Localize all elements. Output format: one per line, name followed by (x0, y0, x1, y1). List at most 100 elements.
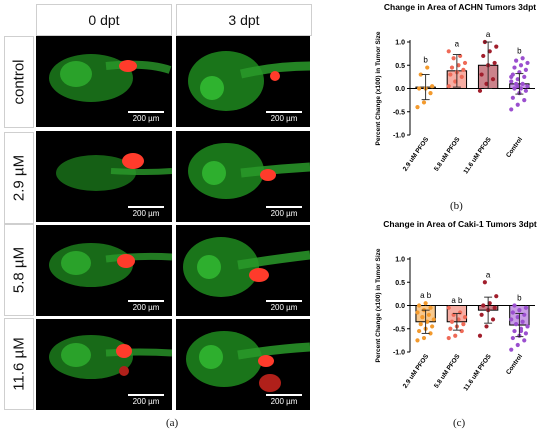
scale-bar: 200 µm (128, 300, 164, 312)
data-point (509, 74, 514, 79)
data-point (515, 84, 520, 89)
data-point (522, 338, 527, 343)
data-point (510, 95, 515, 100)
data-point (522, 98, 527, 103)
data-point (453, 333, 458, 338)
data-point (448, 326, 453, 331)
data-point (461, 67, 466, 72)
y-tick-label: 0.0 (395, 303, 405, 310)
data-point (525, 60, 530, 66)
data-point (430, 84, 435, 89)
data-point (522, 74, 527, 79)
data-point (446, 84, 451, 89)
y-axis-label: Percent Change (x100) in Tumor Size (375, 31, 382, 145)
data-point (430, 324, 435, 329)
category-label: 5.8 uM PFOS (433, 136, 462, 173)
data-point (487, 49, 492, 54)
significance-letter: a b (420, 291, 432, 300)
row-label-text: 5.8 µM (10, 246, 28, 294)
data-point (459, 328, 464, 334)
data-point (477, 88, 483, 93)
y-tick-label: 1.0 (395, 257, 405, 264)
column-header-0dpt: 0 dpt (36, 4, 172, 36)
significance-letter: b (517, 46, 522, 55)
data-point (418, 322, 423, 327)
significance-letter: a (486, 30, 491, 39)
data-point (481, 303, 486, 308)
zebrafish-image (188, 51, 310, 111)
micrograph-11-6um-0dpt: 200 µm (36, 319, 172, 410)
data-point (487, 301, 492, 306)
data-point (426, 312, 431, 317)
row-label-control: control (4, 36, 34, 128)
zebrafish-image (186, 331, 310, 392)
zebrafish-image (49, 335, 172, 379)
data-point (415, 310, 420, 315)
y-tick-label: 0.5 (395, 63, 405, 70)
data-point (446, 335, 451, 341)
row-label-text: control (10, 59, 28, 105)
chart-achn: Change in Area of ACHN Tumors 3dpt Percen… (375, 2, 536, 176)
y-tick-label: 1.0 (395, 40, 405, 47)
data-point (494, 294, 499, 299)
zebrafish-image (49, 54, 172, 102)
data-point (517, 308, 522, 313)
data-point (421, 100, 427, 105)
data-point (420, 315, 425, 320)
scale-bar: 200 µm (266, 300, 302, 312)
data-point (477, 333, 483, 338)
significance-letter: a (455, 39, 460, 48)
data-point (481, 53, 486, 59)
data-point (494, 44, 499, 49)
data-point (490, 317, 496, 322)
micrograph-2-9um-3dpt: 200 µm (176, 131, 310, 222)
chart-title: Change in Area of Caki-1 Tumors 3dpt (383, 219, 537, 229)
data-point (523, 305, 528, 310)
zebrafish-image (49, 243, 172, 287)
chart-title: Change in Area of ACHN Tumors 3dpt (384, 2, 536, 12)
data-point (492, 60, 497, 66)
data-point (520, 319, 525, 324)
data-point (456, 63, 461, 68)
scale-bar-label: 200 µm (132, 303, 160, 312)
data-point (423, 301, 428, 306)
data-point (484, 324, 489, 329)
data-point (449, 65, 455, 70)
scale-bar-label: 200 µm (270, 209, 298, 218)
category-label: 11.6 uM PFOS (462, 136, 493, 176)
scale-bar-label: 200 µm (270, 114, 298, 123)
scale-bar: 200 µm (266, 111, 302, 123)
row-label-text: 11.6 µM (10, 337, 28, 391)
data-point (428, 331, 433, 336)
data-point (512, 303, 517, 308)
data-point (512, 328, 517, 334)
scale-bar: 200 µm (128, 111, 164, 123)
data-point (512, 86, 517, 91)
significance-letter: b (423, 56, 428, 65)
data-point (479, 312, 484, 317)
data-point (479, 72, 484, 77)
row-label-5-8um: 5.8 µM (4, 224, 34, 316)
data-point (514, 58, 519, 63)
category-label: 11.6 uM PFOS (462, 353, 493, 393)
column-header-3dpt: 3 dpt (176, 4, 312, 36)
data-point (451, 56, 456, 61)
data-point (459, 74, 464, 79)
micrograph-11-6um-3dpt: 200 µm (176, 319, 310, 410)
caption-b: (b) (450, 200, 463, 212)
data-point (492, 305, 497, 310)
y-tick-label: -0.5 (393, 326, 405, 333)
data-point (448, 72, 453, 77)
column-header-label: 3 dpt (228, 12, 260, 28)
data-point (509, 107, 514, 112)
scale-bar-label: 200 µm (132, 114, 160, 123)
category-label: 2.9 uM PFOS (402, 136, 431, 173)
data-point (518, 86, 524, 91)
micrograph-control-0dpt: 200 µm (36, 36, 172, 127)
data-point (421, 335, 427, 341)
data-point (518, 63, 524, 68)
scale-bar-label: 200 µm (132, 397, 160, 406)
data-point (514, 322, 519, 327)
data-point (523, 88, 528, 93)
